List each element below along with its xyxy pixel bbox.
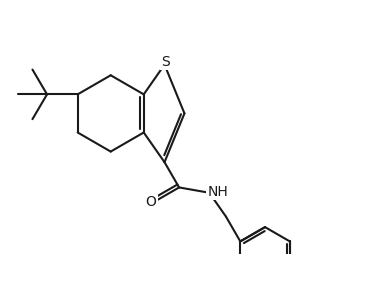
- Text: S: S: [161, 55, 170, 69]
- Text: NH: NH: [207, 185, 228, 199]
- Text: O: O: [146, 195, 157, 209]
